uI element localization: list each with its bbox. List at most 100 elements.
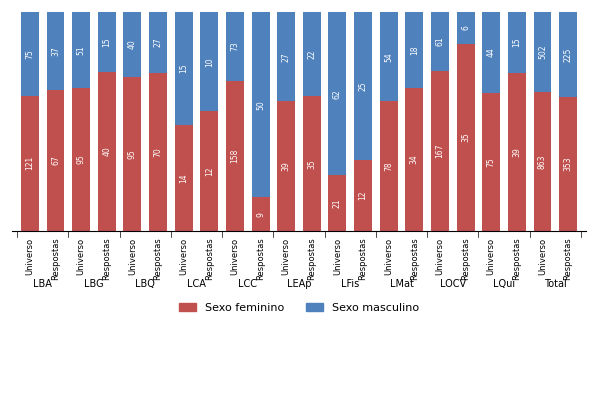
Bar [380,12,398,101]
Text: 158: 158 [230,149,239,163]
Bar [123,77,141,231]
Text: 15: 15 [102,37,111,47]
Text: 95: 95 [128,149,137,159]
Text: 9: 9 [256,212,265,217]
Text: Respostas: Respostas [512,237,521,280]
Bar [533,92,551,231]
Bar [354,12,372,160]
Text: Respostas: Respostas [154,237,163,280]
Bar [21,96,39,231]
Bar [405,88,423,231]
Bar [457,44,475,231]
Bar [277,101,295,231]
Bar [98,12,116,72]
Text: Respostas: Respostas [461,237,470,280]
Text: Universo: Universo [77,237,86,275]
Text: Universo: Universo [487,237,496,275]
Text: 73: 73 [230,42,239,51]
Bar [175,12,193,125]
Text: Respostas: Respostas [205,237,214,280]
Bar [149,73,167,231]
Text: 50: 50 [256,100,265,109]
Text: 167: 167 [435,143,444,158]
Bar [457,12,475,44]
Bar [72,12,90,88]
Text: Universo: Universo [230,237,239,275]
Text: LCC: LCC [238,279,257,289]
Bar [303,12,321,96]
Text: Respostas: Respostas [563,237,573,280]
Text: 40: 40 [128,39,137,49]
Text: 35: 35 [461,133,470,142]
Bar [380,101,398,231]
Text: 18: 18 [410,45,419,55]
Bar [354,160,372,231]
Text: LEAp: LEAp [287,279,311,289]
Text: Respostas: Respostas [102,237,111,280]
Text: 502: 502 [538,45,547,59]
Text: 863: 863 [538,154,547,169]
Text: 14: 14 [179,173,188,183]
Text: 37: 37 [51,46,60,56]
Bar [149,12,167,73]
Text: LBA: LBA [33,279,52,289]
Text: 78: 78 [384,161,393,171]
Bar [98,72,116,231]
Bar [252,12,270,197]
Text: 21: 21 [333,198,342,208]
Text: 15: 15 [179,64,188,73]
Legend: Sexo feminino, Sexo masculino: Sexo feminino, Sexo masculino [175,298,423,317]
Text: 12: 12 [205,166,214,176]
Text: 121: 121 [25,156,35,170]
Bar [21,12,39,96]
Bar [328,176,346,231]
Bar [508,12,526,73]
Bar [559,12,577,97]
Bar [226,81,244,231]
Text: LBG: LBG [84,279,104,289]
Bar [200,111,218,231]
Text: 51: 51 [77,45,86,55]
Text: 70: 70 [154,147,163,157]
Text: 44: 44 [487,47,496,57]
Text: 353: 353 [563,157,573,171]
Text: Universo: Universo [435,237,444,275]
Text: 39: 39 [512,147,521,157]
Text: Universo: Universo [282,237,291,275]
Text: Respostas: Respostas [51,237,60,280]
Bar [226,12,244,81]
Text: 95: 95 [77,155,86,164]
Text: 40: 40 [102,146,111,156]
Text: Universo: Universo [128,237,137,275]
Bar [328,12,346,176]
Text: 6: 6 [461,25,470,30]
Text: 39: 39 [282,161,291,171]
Text: Respostas: Respostas [307,237,316,280]
Text: 62: 62 [333,89,342,99]
Bar [277,12,295,101]
Text: 75: 75 [25,49,35,59]
Bar [123,12,141,77]
Text: 15: 15 [512,37,521,47]
Text: Universo: Universo [25,237,35,275]
Text: 35: 35 [307,159,316,168]
Text: LOCV: LOCV [440,279,466,289]
Bar [431,70,449,231]
Text: Respostas: Respostas [359,237,368,280]
Text: 54: 54 [384,52,393,62]
Text: 12: 12 [359,191,368,200]
Bar [508,73,526,231]
Bar [482,93,500,231]
Bar [200,12,218,111]
Text: 27: 27 [154,37,163,47]
Text: 22: 22 [307,49,316,59]
Text: 67: 67 [51,156,60,165]
Bar [72,88,90,231]
Text: LBQ: LBQ [135,279,155,289]
Text: 34: 34 [410,154,419,164]
Text: Universo: Universo [384,237,393,275]
Text: LMat: LMat [389,279,413,289]
Text: Universo: Universo [333,237,342,275]
Bar [47,12,65,90]
Text: 225: 225 [563,47,573,62]
